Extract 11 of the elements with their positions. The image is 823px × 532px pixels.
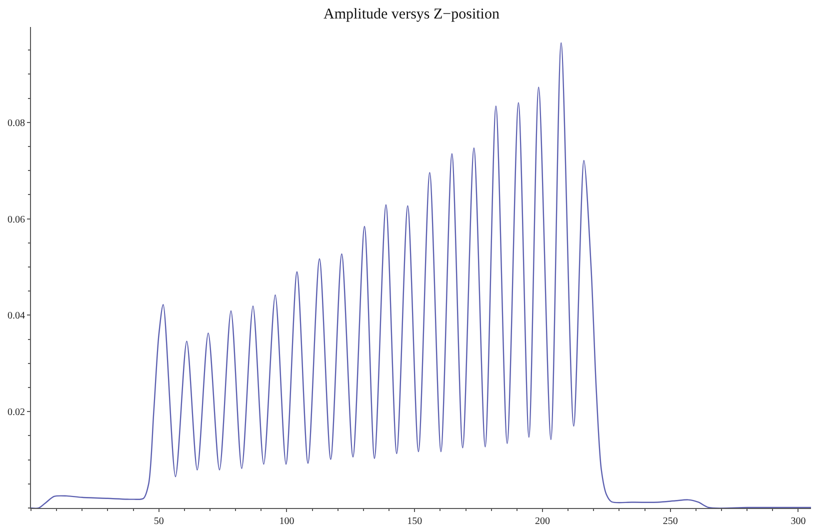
x-tick-label: 200 <box>534 516 550 527</box>
x-tick-label: 250 <box>662 516 678 527</box>
y-tick-label: 0.08 <box>8 118 25 129</box>
x-tick-label: 300 <box>790 516 806 527</box>
y-tick-label: 0.02 <box>8 407 25 418</box>
y-tick-label: 0.06 <box>8 214 25 226</box>
x-tick-label: 150 <box>407 516 422 527</box>
x-tick-label: 50 <box>154 516 164 527</box>
x-tick-label: 100 <box>279 516 294 527</box>
chart-title: Amplitude versys Z−position <box>324 6 500 22</box>
y-tick-label: 0.04 <box>8 310 25 322</box>
